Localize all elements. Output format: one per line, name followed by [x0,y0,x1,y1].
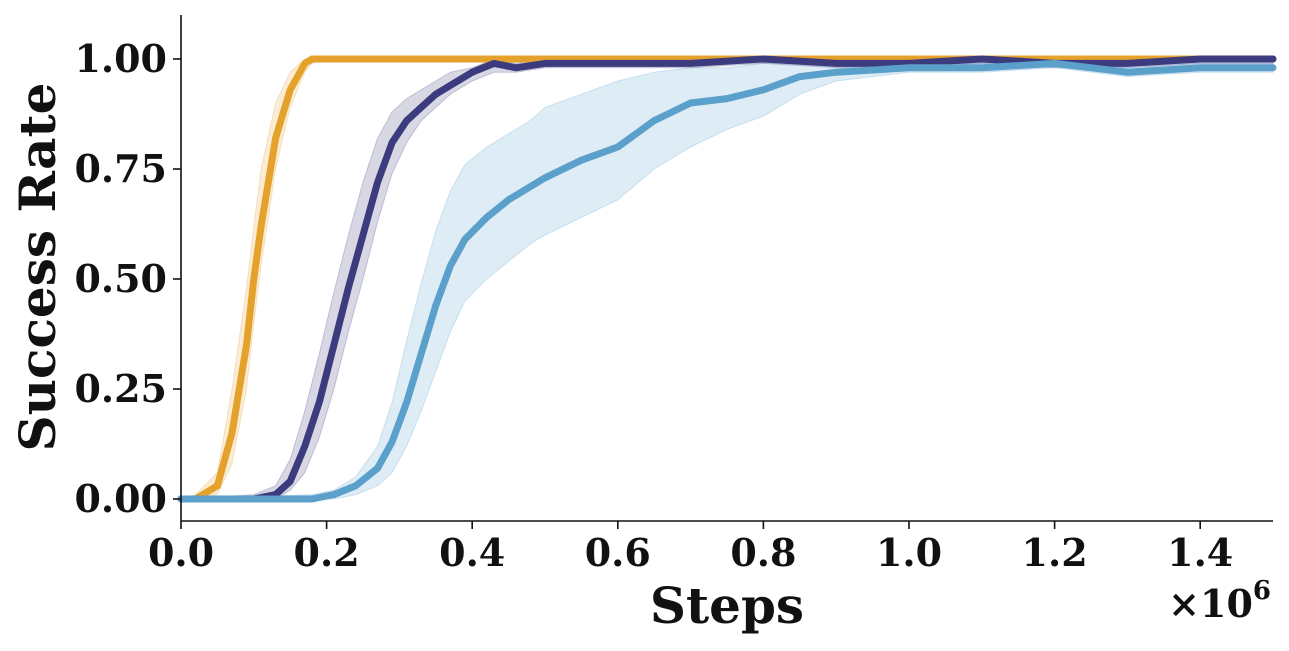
x-tick-label: 0.2 [294,530,360,575]
x-tick-label: 0.6 [585,530,651,575]
x-axis-ticks: 0.0 0.2 0.4 0.6 0.8 1.0 1.2 1.4 [148,521,1233,575]
y-tick-label: 1.00 [74,36,167,81]
confidence-bands [180,58,1274,500]
x-axis-multiplier: ×106 [1168,576,1271,626]
x-axis-multiplier-base: ×10 [1168,581,1253,626]
x-axis-multiplier-exponent: 6 [1253,576,1271,606]
series-3-line [177,59,1277,503]
y-tick-label: 0.50 [74,256,167,301]
x-tick-label: 1.0 [876,530,942,575]
series-1-line [177,55,1277,503]
series-1-band [180,58,1273,500]
x-tick-label: 1.2 [1022,530,1088,575]
axes [180,15,1273,522]
x-axis-title: Steps [650,576,804,635]
y-tick-label: 0.75 [74,146,167,191]
y-axis-ticks: 0.00 0.25 0.50 0.75 1.00 [74,36,181,521]
x-tick-label: 0.0 [148,530,214,575]
x-tick-label: 1.4 [1167,530,1233,575]
y-axis-title: Success Rate [8,83,67,452]
y-tick-label: 0.00 [74,476,167,521]
y-tick-label: 0.25 [74,366,167,411]
x-tick-label: 0.8 [730,530,796,575]
series-lines [177,55,1277,503]
series-2-line [177,55,1277,503]
x-tick-label: 0.4 [439,530,505,575]
